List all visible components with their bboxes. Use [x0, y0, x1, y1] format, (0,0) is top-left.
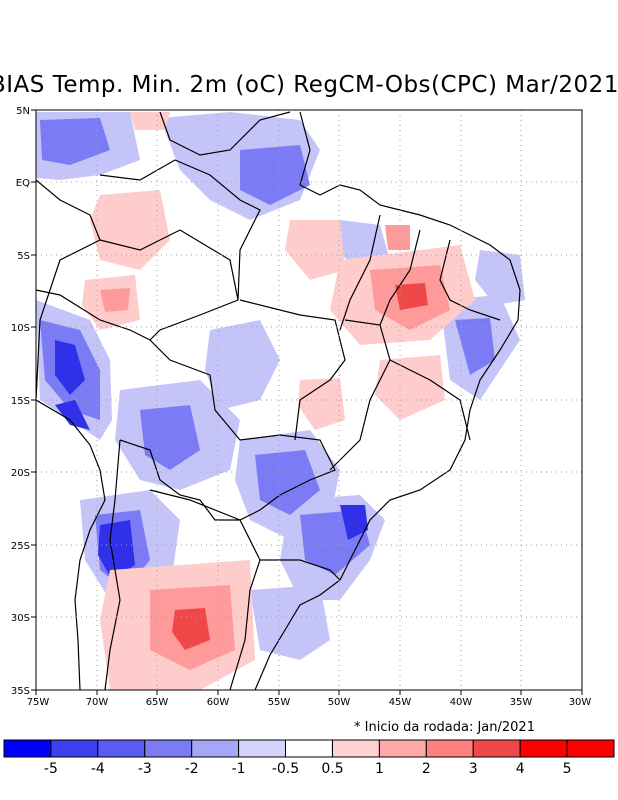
border	[229, 519, 261, 690]
grid	[36, 110, 582, 690]
lat-label: 5N	[16, 106, 30, 117]
colorbar-label: -5	[44, 761, 58, 777]
bias-region	[90, 190, 170, 270]
bias-region	[55, 400, 90, 430]
border	[389, 359, 471, 441]
lon-label: 70W	[86, 697, 109, 708]
bias-region	[240, 145, 310, 205]
border	[99, 159, 336, 521]
lat-label: EQ	[16, 178, 30, 189]
colorbar-swatch	[50, 739, 99, 758]
colorbar-swatch	[97, 739, 146, 758]
border	[329, 319, 391, 471]
colorbar-swatch	[472, 739, 521, 758]
run-start-note: * Inicio da rodada: Jan/2021	[354, 720, 535, 735]
bias-region	[255, 450, 320, 515]
border	[260, 559, 341, 581]
colorbar-swatch	[519, 739, 568, 758]
colorbar-swatch	[191, 739, 240, 758]
border	[99, 229, 239, 301]
lat-label: 20S	[11, 468, 30, 479]
lon-label: 65W	[146, 697, 169, 708]
colorbar-label: 0.5	[321, 761, 343, 777]
bias-region	[455, 318, 495, 375]
lat-label: 30S	[11, 613, 30, 624]
lon-label: 40W	[450, 697, 473, 708]
lat-label: 5S	[17, 251, 30, 262]
lon-label: 60W	[207, 697, 230, 708]
bias-region	[375, 355, 445, 420]
colorbar-label: 2	[422, 761, 431, 777]
border	[299, 111, 311, 186]
bias-region	[98, 520, 135, 580]
coastline	[254, 184, 521, 690]
colorbar-label: 5	[563, 761, 572, 777]
lon-label: 30W	[569, 697, 592, 708]
colorbar-swatch	[378, 739, 427, 758]
colorbar-label: 1	[375, 761, 384, 777]
border	[36, 289, 151, 341]
colorbar-swatch	[238, 739, 287, 758]
bias-region	[172, 608, 210, 650]
bias-region	[140, 405, 200, 470]
colorbar-label: -2	[185, 761, 199, 777]
bias-region	[340, 505, 368, 540]
border	[439, 239, 501, 321]
lat-label: 35S	[11, 686, 30, 697]
colorbar-swatch	[3, 739, 52, 758]
lon-label: 75W	[27, 697, 50, 708]
border	[149, 489, 241, 521]
colorbar-label: 4	[516, 761, 525, 777]
coastline	[36, 179, 106, 690]
lon-label: 55W	[268, 697, 291, 708]
bias-region	[100, 288, 130, 312]
colorbar-swatch	[144, 739, 193, 758]
lon-label: 50W	[328, 697, 351, 708]
bias-region	[130, 112, 170, 130]
colorbar-label: 3	[469, 761, 478, 777]
border	[339, 214, 381, 331]
colorbar-label: -1	[232, 761, 246, 777]
lon-label: 45W	[389, 697, 412, 708]
map-title: BIAS Temp. Min. 2m (oC) RegCM-Obs(CPC) M…	[0, 72, 618, 98]
colorbar-label: -0.5	[272, 761, 299, 777]
bias-region	[285, 220, 345, 280]
colorbar-swatch	[566, 739, 615, 758]
border	[239, 299, 346, 441]
bias-region	[55, 340, 85, 395]
bias-region	[475, 250, 525, 305]
bias-field	[36, 110, 582, 690]
bias-region	[298, 378, 345, 430]
lat-label: 10S	[11, 323, 30, 334]
colorbar-label: -3	[138, 761, 152, 777]
lat-label: 25S	[11, 541, 30, 552]
colorbar-label: -4	[91, 761, 105, 777]
colorbar-swatch	[425, 739, 474, 758]
lon-label: 35W	[510, 697, 533, 708]
colorbar: -5 -4 -3 -2 -1 -0.5 0.5 1 2 3 4 5	[3, 739, 615, 777]
border	[159, 111, 291, 156]
colorbar-swatch	[332, 739, 380, 758]
lat-label: 15S	[11, 396, 30, 407]
bias-region	[40, 118, 110, 165]
bias-region	[205, 320, 280, 410]
colorbar-swatch	[285, 739, 333, 758]
bias-region	[395, 283, 428, 310]
bias-region	[385, 225, 410, 250]
border	[104, 439, 121, 690]
